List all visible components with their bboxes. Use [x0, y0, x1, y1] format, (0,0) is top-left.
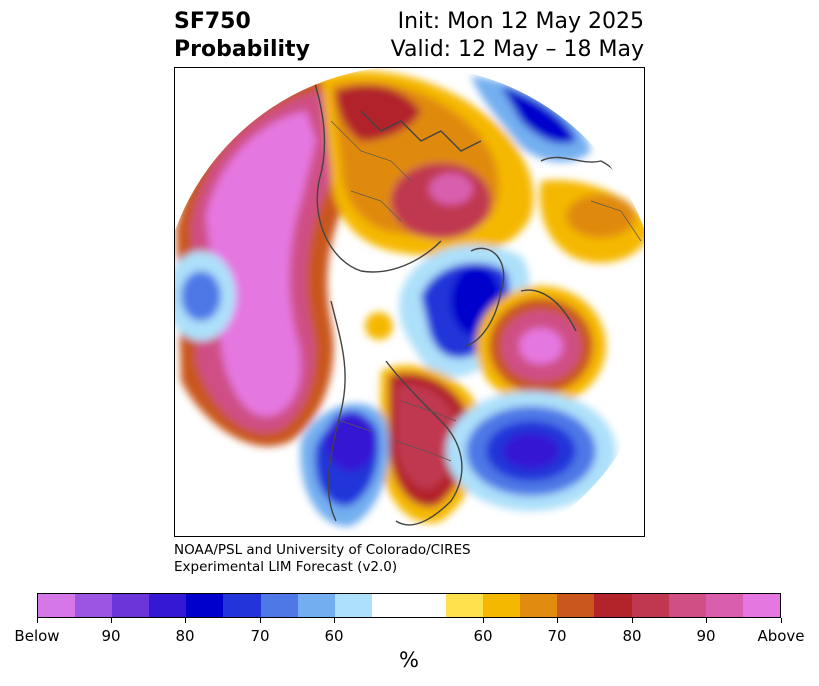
colorbar-tick-mark	[482, 618, 484, 623]
colorbar-tick-mark	[184, 618, 186, 623]
colorbar-tick-label: Below	[14, 627, 60, 645]
title-metric: Probability	[174, 37, 310, 62]
colorbar-tick-mark	[780, 618, 782, 623]
colorbar-swatch	[631, 594, 669, 617]
colorbar-tick-label: 90	[696, 627, 716, 645]
colorbar-tick-label: 60	[473, 627, 493, 645]
forecast-dates: Init: Mon 12 May 2025 Valid: 12 May – 18…	[391, 8, 644, 64]
colorbar-swatch	[334, 594, 372, 617]
colorbar-unit: %	[399, 648, 419, 672]
colorbar-tick-label: Above	[757, 627, 805, 645]
colorbar-swatch	[38, 594, 76, 617]
colorbar-tick-label: 60	[324, 627, 344, 645]
colorbar-tick-mark	[259, 618, 261, 623]
colorbar-swatch	[408, 594, 447, 617]
probability-map	[174, 67, 645, 537]
colorbar-swatch	[149, 594, 187, 617]
init-date: Init: Mon 12 May 2025	[397, 9, 644, 34]
anomaly-small-above	[365, 312, 393, 340]
anomaly-above-pacific	[176, 76, 381, 447]
credit-line-2: Experimental LIM Forecast (v2.0)	[174, 559, 398, 575]
colorbar-swatch	[371, 594, 409, 617]
anomaly-below-west	[175, 251, 236, 341]
colorbar-swatch	[668, 594, 706, 617]
valid-dates: Valid: 12 May – 18 May	[390, 37, 644, 62]
colorbar-tick-mark	[631, 618, 633, 623]
anomaly-above-arctic	[321, 70, 534, 257]
colorbar-tick-mark	[110, 618, 112, 623]
anomaly-below-north	[471, 76, 591, 162]
colorbar-tick-mark	[36, 618, 38, 623]
colorbar	[37, 593, 781, 618]
credit-line-1: NOAA/PSL and University of Colorado/CIRE…	[174, 542, 471, 558]
credit-text: NOAA/PSL and University of Colorado/CIRE…	[174, 542, 471, 576]
colorbar-swatch	[223, 594, 261, 617]
colorbar-swatch	[483, 594, 521, 617]
title-variable: SF750	[174, 9, 251, 34]
colorbar-swatch	[705, 594, 743, 617]
colorbar-swatch	[594, 594, 632, 617]
colorbar-tick-label: 80	[175, 627, 195, 645]
colorbar-swatch	[260, 594, 298, 617]
anomaly-above-east-asia	[539, 180, 644, 263]
colorbar-swatch	[557, 594, 595, 617]
colorbar-swatch	[112, 594, 150, 617]
anomaly-above-europe	[476, 286, 606, 406]
colorbar-swatch	[446, 594, 484, 617]
colorbar-swatch	[520, 594, 558, 617]
colorbar-swatch	[186, 594, 224, 617]
colorbar-tick-mark	[705, 618, 707, 623]
colorbar-tick-label: 90	[101, 627, 121, 645]
colorbar-tick-mark	[556, 618, 558, 623]
anomaly-below-mid-atlantic	[446, 391, 616, 511]
colorbar-swatch	[297, 594, 335, 617]
colorbar-tick-mark	[333, 618, 335, 623]
colorbar-swatch	[742, 594, 780, 617]
anomaly-below-west-america	[300, 403, 390, 527]
anomaly-above-north-america	[379, 365, 484, 523]
map-title: SF750 Probability	[174, 8, 310, 64]
colorbar-tick-label: 70	[250, 627, 270, 645]
colorbar-swatch	[75, 594, 113, 617]
map-canvas	[175, 68, 644, 536]
colorbar-tick-label: 80	[622, 627, 642, 645]
colorbar-tick-label: 70	[547, 627, 567, 645]
